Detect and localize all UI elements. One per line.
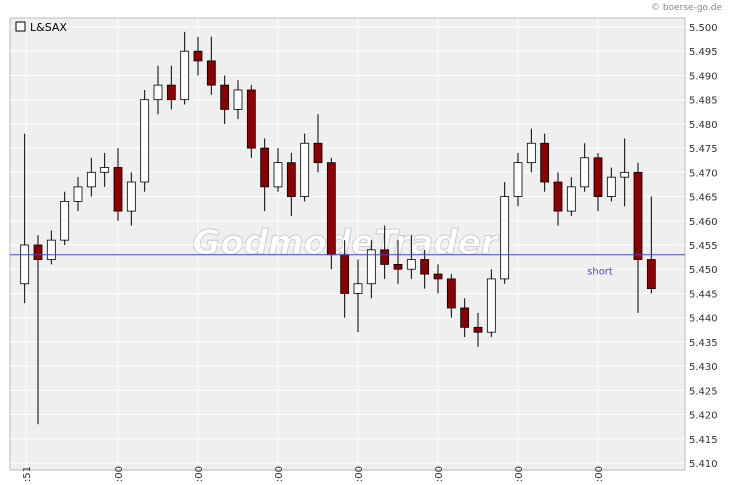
candle-body <box>313 142 323 164</box>
y-tick-label: 5.495 <box>689 47 718 58</box>
candle-body <box>246 89 256 149</box>
copyright: © boerse-go.de <box>651 3 722 13</box>
y-tick-label: 5.485 <box>689 96 718 107</box>
x-tick-label: 10:00 <box>194 466 205 481</box>
candle-body <box>460 307 470 328</box>
x-tick-label: 09:00 <box>114 466 125 481</box>
candle-body <box>500 196 510 280</box>
y-tick-label: 5.455 <box>689 241 718 252</box>
candle-body <box>513 162 523 197</box>
candle-body <box>260 147 270 188</box>
y-tick-label: 5.475 <box>689 144 718 155</box>
candle-body <box>606 176 616 197</box>
reference-label: short <box>587 267 613 278</box>
y-tick-label: 5.465 <box>689 193 718 204</box>
y-tick-label: 5.410 <box>689 459 718 470</box>
candle-body <box>406 259 416 270</box>
candle-body <box>20 244 30 285</box>
candle-body <box>380 249 390 265</box>
candle-body <box>100 167 110 173</box>
candle-body <box>580 157 590 188</box>
y-tick-label: 5.435 <box>689 338 718 349</box>
candle-body <box>33 244 43 260</box>
y-tick-label: 5.500 <box>689 23 718 34</box>
candle-body <box>166 84 176 101</box>
candle-body <box>193 50 203 62</box>
candle-body <box>153 84 163 101</box>
plot-area <box>9 17 686 471</box>
candle-body <box>353 283 363 294</box>
x-tick-label: 14:00 <box>514 466 525 481</box>
candle-body <box>73 186 83 202</box>
candle-body <box>326 162 336 256</box>
y-tick-label: 5.480 <box>689 120 718 131</box>
candle-body <box>526 142 536 164</box>
candle-body <box>433 273 443 280</box>
candle-body <box>140 99 150 183</box>
candle-body <box>273 162 283 188</box>
x-tick-label: 13:00 <box>434 466 445 481</box>
candle-body <box>646 259 656 289</box>
candle-body <box>486 278 496 333</box>
candle-body <box>620 171 630 178</box>
y-tick-label: 5.460 <box>689 217 718 228</box>
y-tick-label: 5.425 <box>689 386 718 397</box>
candle-body <box>113 167 123 212</box>
x-tick-label: 12:00 <box>354 466 365 481</box>
y-tick-label: 5.450 <box>689 265 718 276</box>
candle-body <box>46 239 56 260</box>
x-tick-label: 11:00 <box>274 466 285 481</box>
candle-body <box>340 254 350 294</box>
y-tick-label: 5.415 <box>689 435 718 446</box>
candle-body <box>420 259 430 275</box>
candle-body <box>366 249 376 285</box>
legend-label: L&SAX <box>30 21 67 34</box>
candle-body <box>553 181 563 212</box>
candle-body <box>566 186 576 212</box>
candle-body <box>206 60 216 86</box>
candle-body <box>126 181 136 212</box>
candle-body <box>300 142 310 197</box>
candle-body <box>60 200 70 241</box>
candle-body <box>393 263 403 270</box>
candle-body <box>593 157 603 197</box>
candle-body <box>180 50 190 101</box>
candle-body <box>473 326 483 333</box>
candle-body <box>86 171 96 188</box>
candle-body <box>220 84 230 110</box>
y-tick-label: 5.470 <box>689 168 718 179</box>
y-tick-label: 5.490 <box>689 71 718 82</box>
candle-body <box>446 278 456 309</box>
y-tick-label: 5.420 <box>689 411 718 422</box>
candle-body <box>540 142 550 183</box>
x-tick-label: 07:51 <box>22 466 33 481</box>
x-tick-label: 15:00 <box>594 466 605 481</box>
y-tick-label: 5.445 <box>689 289 718 300</box>
candle-body <box>633 171 643 260</box>
legend-swatch <box>15 21 26 32</box>
candle-body <box>233 89 243 110</box>
y-tick-label: 5.430 <box>689 362 718 373</box>
candle-body <box>286 162 296 197</box>
y-tick-label: 5.440 <box>689 314 718 325</box>
